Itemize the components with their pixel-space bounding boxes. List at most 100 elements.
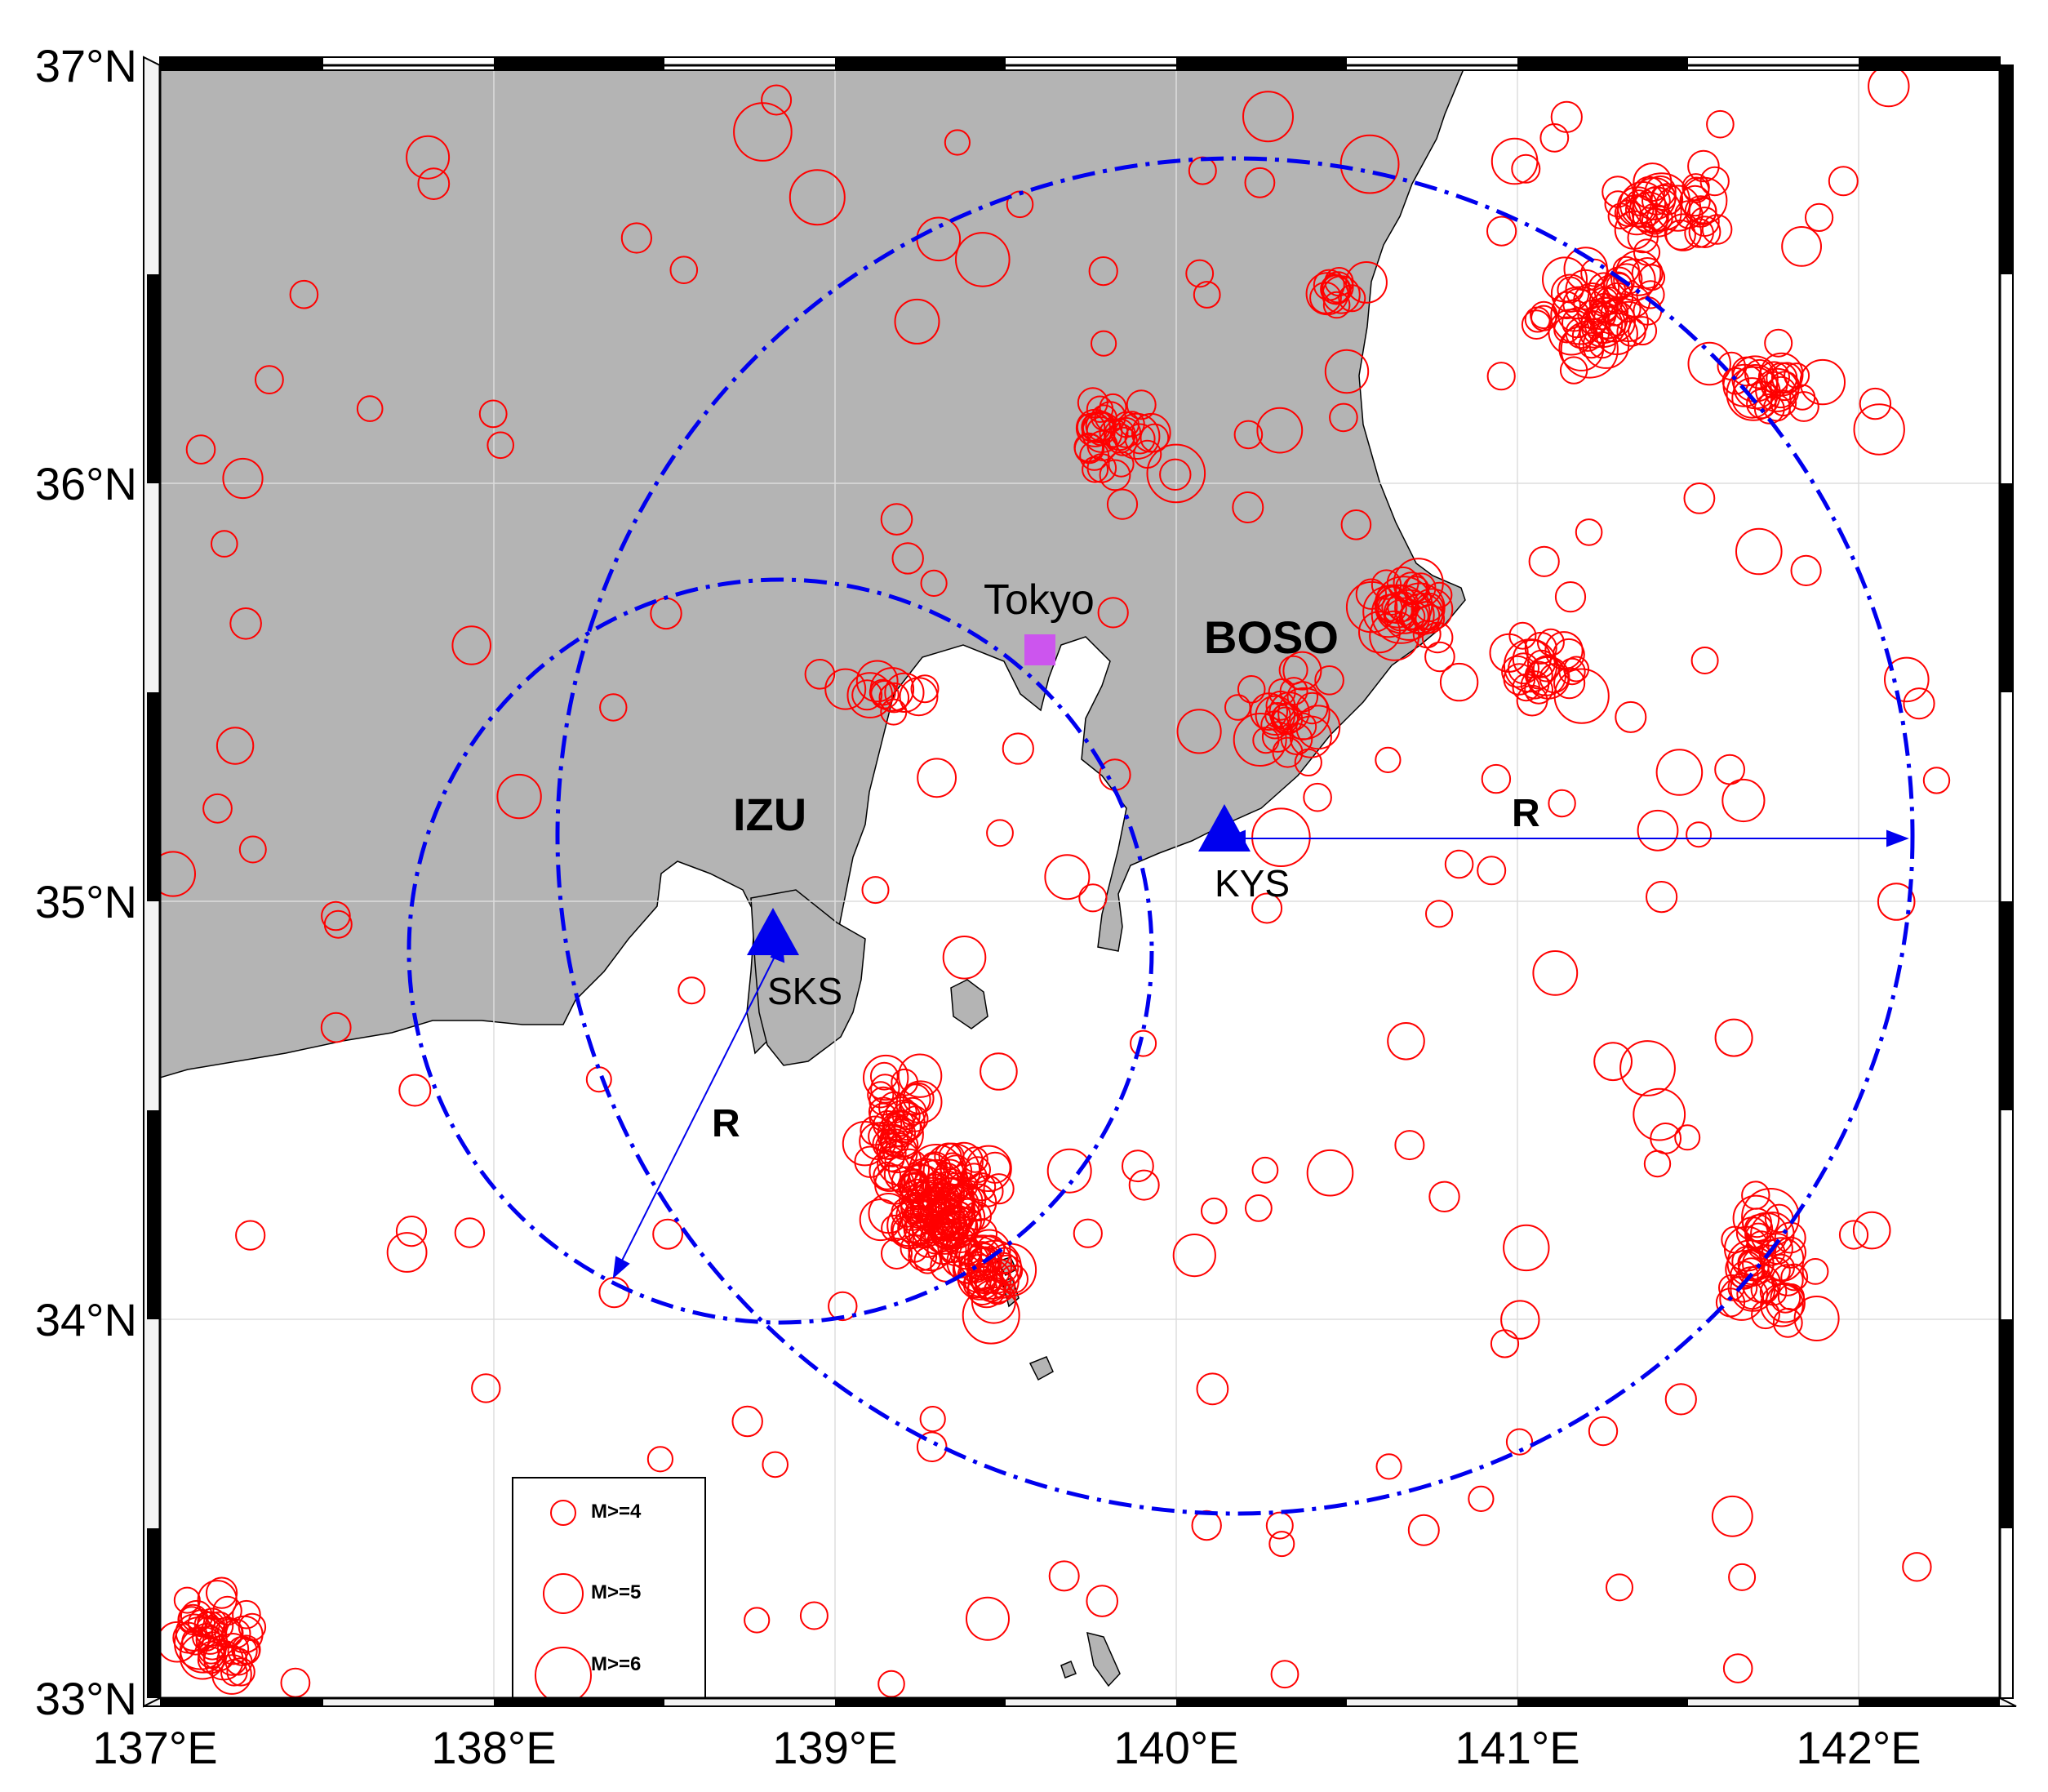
epicenter-marker bbox=[1048, 1560, 1080, 1592]
epicenter-marker bbox=[861, 876, 890, 905]
epicenter-marker bbox=[875, 1132, 904, 1160]
epicenter-marker bbox=[1490, 1329, 1520, 1358]
epicenter-marker bbox=[646, 1446, 674, 1473]
epicenter-marker bbox=[1185, 259, 1215, 288]
epicenter-marker bbox=[1852, 1211, 1891, 1250]
epicenter-marker bbox=[178, 1606, 206, 1634]
magnitude-legend: M>=4 M>=5 M>=6 bbox=[512, 1477, 706, 1698]
epicenter-marker bbox=[1615, 250, 1662, 296]
epicenter-marker bbox=[486, 431, 515, 460]
epicenter-marker bbox=[1714, 1018, 1753, 1057]
epicenter-marker bbox=[1268, 1531, 1295, 1558]
epicenter-marker bbox=[1687, 341, 1731, 386]
epicenter-marker bbox=[983, 1173, 1015, 1205]
miyakejima-island bbox=[1086, 1631, 1121, 1688]
epicenter-marker bbox=[1726, 1239, 1775, 1287]
epicenter-marker bbox=[652, 1218, 683, 1250]
epicenter-marker bbox=[1532, 950, 1579, 996]
epicenter-marker bbox=[1126, 389, 1157, 420]
epicenter-marker bbox=[1565, 317, 1597, 349]
graticule bbox=[160, 65, 2000, 1698]
epicenter-marker bbox=[1770, 1282, 1801, 1314]
epicenter-marker bbox=[1277, 687, 1331, 740]
epicenter-marker bbox=[1588, 272, 1620, 305]
epicenter-marker bbox=[1774, 1236, 1806, 1269]
epicenter-marker bbox=[1683, 482, 1716, 514]
epicenter-marker bbox=[1679, 185, 1711, 217]
epicenter-marker bbox=[1313, 269, 1345, 301]
epicenter-marker bbox=[1303, 782, 1332, 812]
epicenter-marker bbox=[1282, 651, 1322, 691]
epicenter-marker bbox=[197, 1580, 238, 1621]
epicenter-marker bbox=[1615, 700, 1647, 733]
epicenter-marker bbox=[1340, 509, 1372, 540]
epicenter-marker bbox=[1571, 320, 1604, 352]
epicenter-marker bbox=[762, 1451, 789, 1479]
epicenter-marker bbox=[1128, 1169, 1160, 1201]
izu-label: IZU bbox=[733, 789, 806, 840]
legend-symbol-m5 bbox=[543, 1573, 584, 1614]
epicenter-marker bbox=[1237, 675, 1266, 704]
epicenter-marker bbox=[1201, 1197, 1228, 1225]
epicenter-marker bbox=[1131, 412, 1171, 453]
epicenter-marker bbox=[1526, 649, 1556, 678]
station-sks-label: SKS bbox=[767, 970, 842, 1012]
epicenter-marker bbox=[881, 1214, 908, 1242]
epicenter-marker bbox=[1903, 687, 1935, 720]
lat-label-34: 34°N bbox=[35, 1294, 137, 1345]
epicenter-marker bbox=[1481, 763, 1512, 794]
epicenter-marker bbox=[846, 672, 894, 718]
epicenter-marker bbox=[962, 1270, 992, 1299]
epicenter-marker bbox=[193, 1611, 220, 1638]
epicenter-marker bbox=[1606, 1573, 1633, 1602]
epicenter-marker bbox=[1689, 207, 1720, 238]
epicenter-marker bbox=[1619, 1040, 1676, 1096]
epicenter-marker bbox=[1735, 527, 1783, 576]
epicenter-marker bbox=[1486, 362, 1516, 391]
epicenter-marker bbox=[1358, 611, 1401, 654]
epicenter-marker bbox=[1384, 599, 1417, 632]
epicenter-marker bbox=[942, 936, 987, 980]
epicenter-marker bbox=[1686, 821, 1713, 848]
epicenter-marker bbox=[1557, 276, 1584, 304]
epicenter-marker bbox=[1614, 199, 1642, 228]
epicenter-marker bbox=[918, 1151, 952, 1184]
lon-label-142: 142°E bbox=[1796, 1722, 1921, 1773]
epicenter-marker bbox=[842, 1121, 888, 1167]
epicenter-marker bbox=[860, 1115, 891, 1146]
epicenter-marker bbox=[884, 672, 925, 714]
epicenter-marker bbox=[255, 365, 284, 395]
lat-label-37: 37°N bbox=[35, 40, 137, 91]
lat-label-33: 33°N bbox=[35, 1673, 137, 1724]
epicenter-marker bbox=[669, 256, 699, 285]
epicenter-marker bbox=[620, 222, 653, 254]
epicenter-marker bbox=[181, 1627, 210, 1656]
epicenter-marker bbox=[971, 1175, 1004, 1207]
lon-label-139: 139°E bbox=[772, 1722, 897, 1773]
epicenter-marker bbox=[880, 503, 913, 536]
epicenter-marker bbox=[901, 1178, 933, 1211]
epicenter-marker bbox=[1558, 326, 1605, 371]
epicenter-marker bbox=[761, 84, 793, 116]
plot-border bbox=[158, 64, 2001, 1700]
epicenter-marker bbox=[1655, 749, 1704, 796]
epicenter-marker bbox=[1799, 358, 1846, 406]
epicenter-marker bbox=[859, 1198, 902, 1242]
epicenter-marker bbox=[1633, 162, 1673, 202]
epicenter-marker bbox=[966, 1596, 1010, 1641]
epicenter-marker bbox=[1224, 694, 1251, 721]
epicenter-marker bbox=[1755, 367, 1800, 412]
epicenter-marker bbox=[881, 1238, 913, 1270]
epicenter-marker bbox=[211, 530, 238, 558]
epicenter-marker bbox=[1770, 1264, 1804, 1296]
epicenter-marker bbox=[160, 851, 196, 897]
epicenter-marker bbox=[211, 1654, 252, 1695]
epicenter-marker bbox=[1765, 376, 1797, 409]
sks-radius-circle bbox=[406, 577, 1154, 1325]
lon-label-141: 141°E bbox=[1455, 1722, 1579, 1773]
epicenter-marker bbox=[899, 677, 939, 717]
epicenter-marker bbox=[1261, 721, 1294, 753]
epicenter-marker bbox=[1616, 317, 1646, 347]
epicenter-marker bbox=[1790, 554, 1822, 587]
